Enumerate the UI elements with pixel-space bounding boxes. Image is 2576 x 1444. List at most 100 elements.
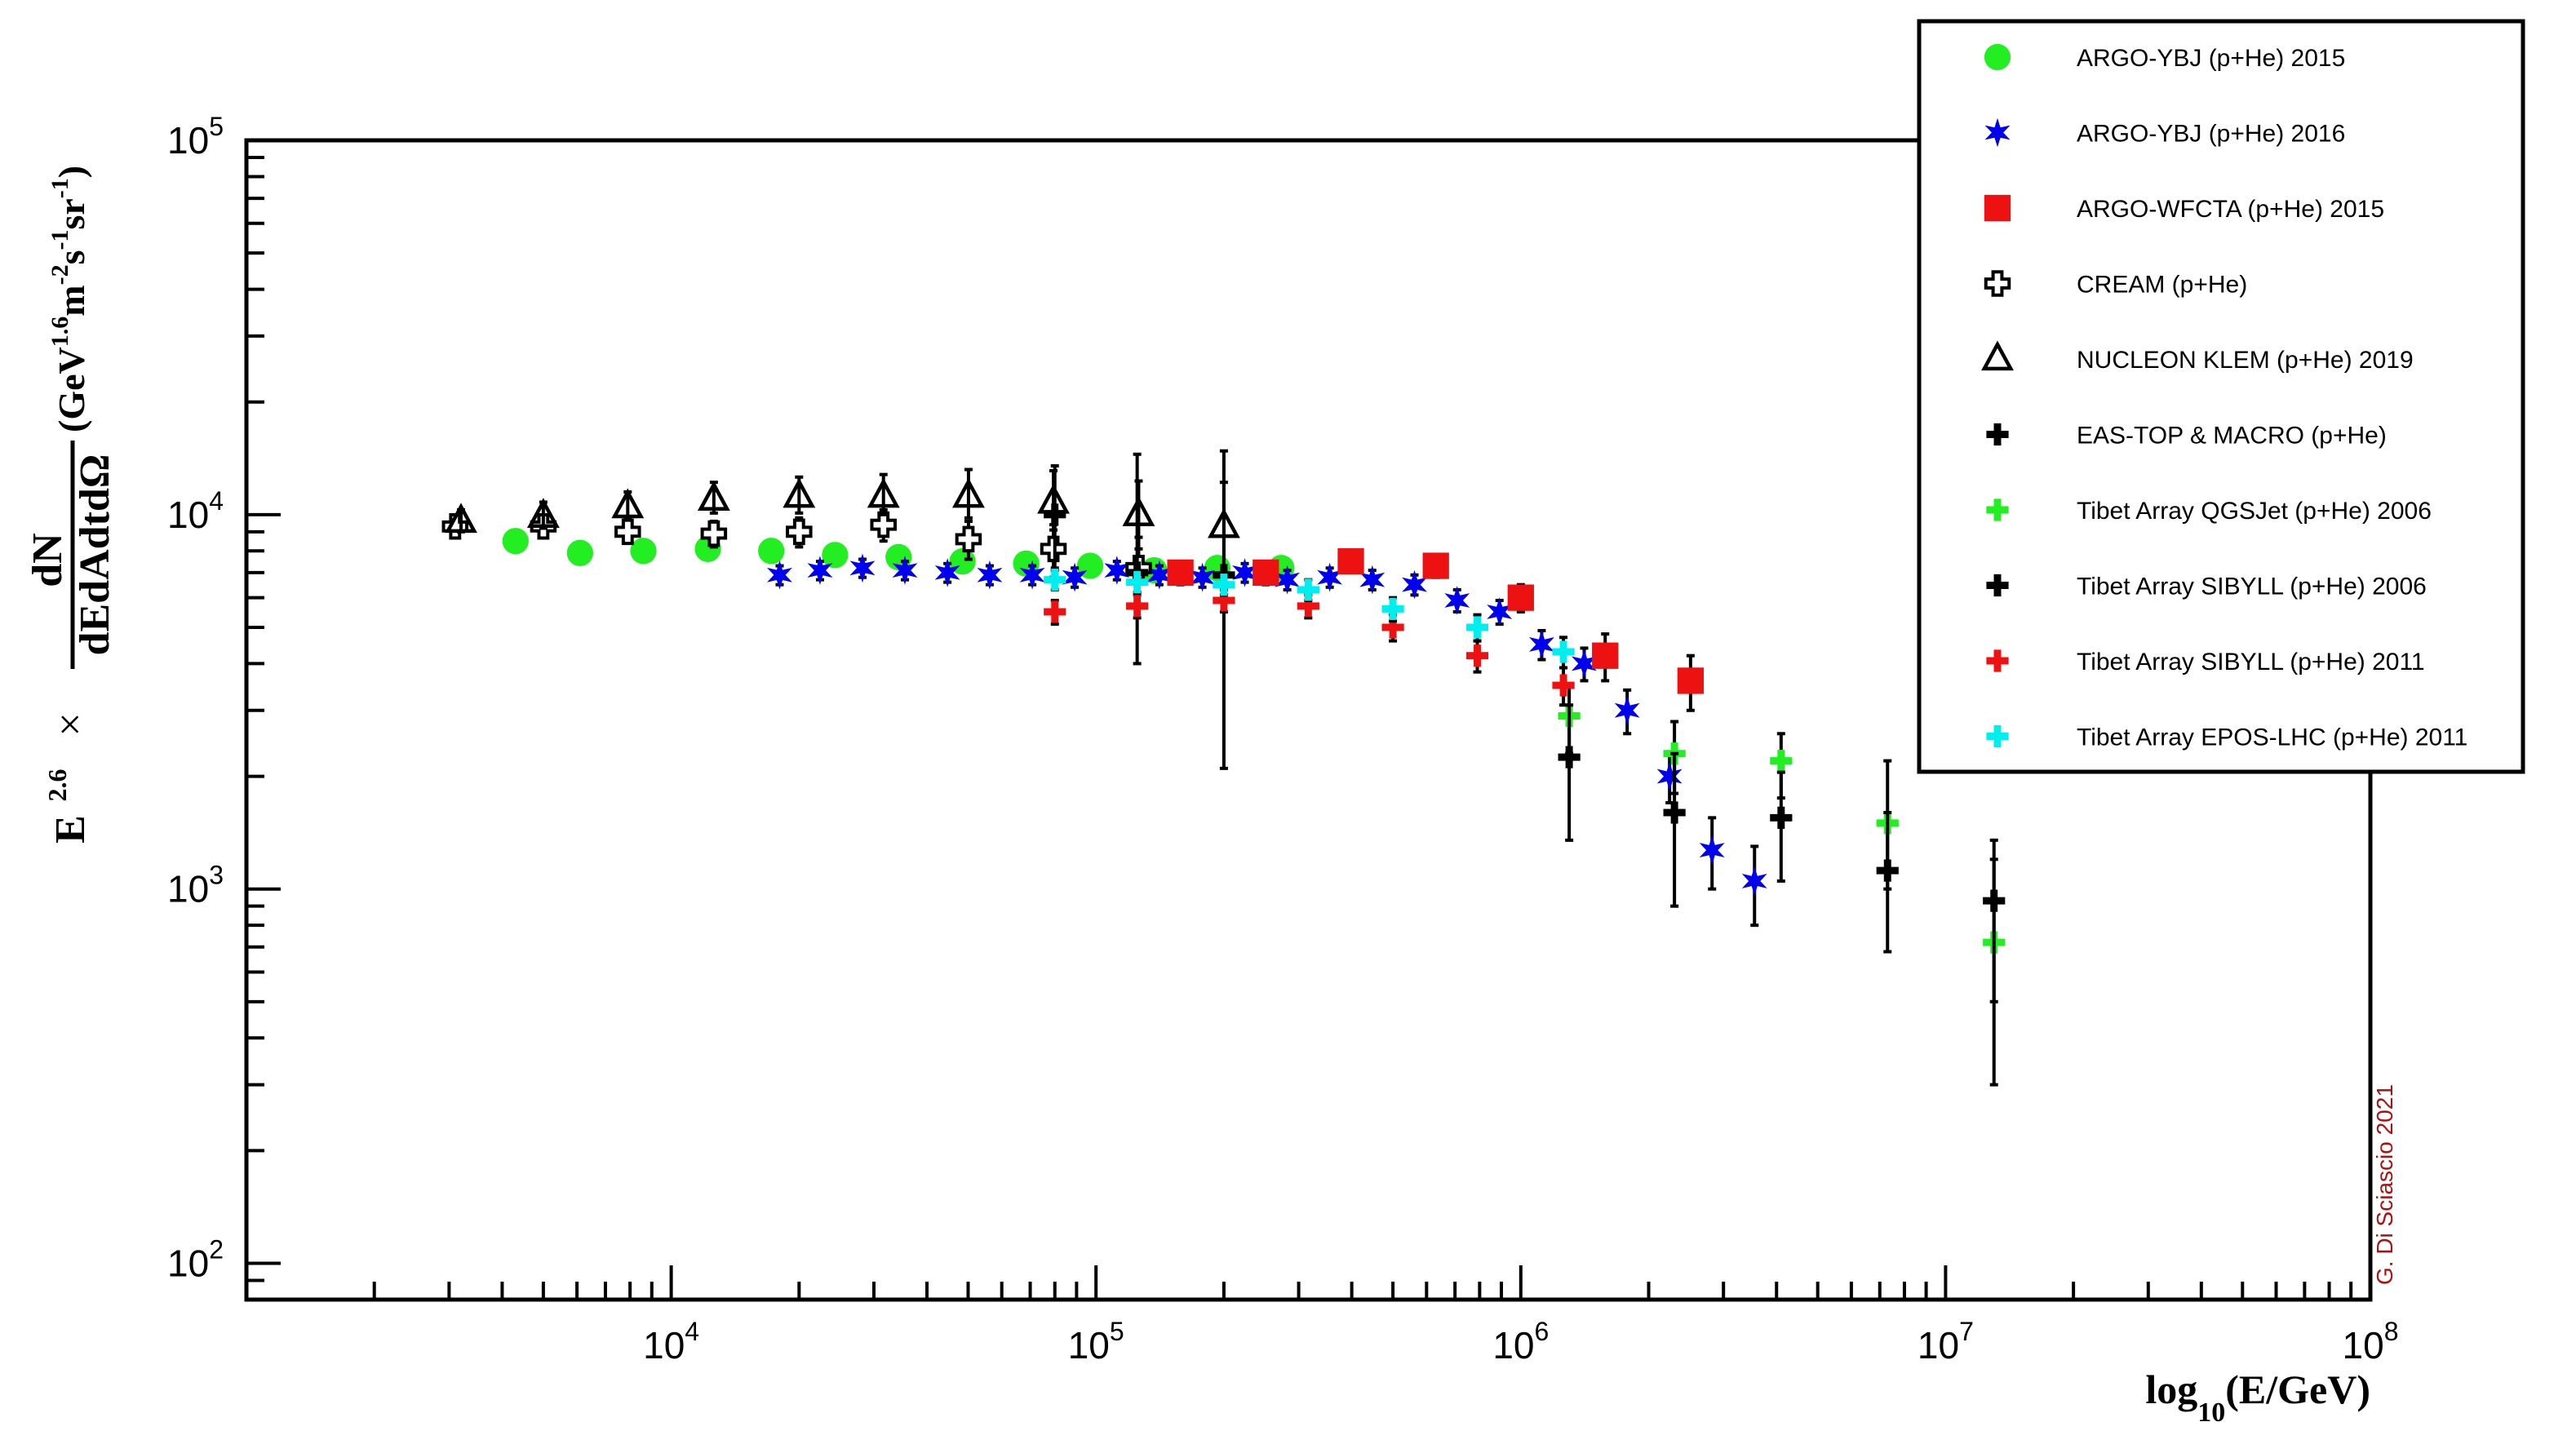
data-point-star bbox=[807, 556, 833, 585]
data-point-circle bbox=[1984, 43, 2011, 71]
data-point-cross-v bbox=[1993, 649, 2002, 672]
x-axis-title: log10(E/GeV) bbox=[2145, 1366, 2370, 1428]
data-point-star bbox=[977, 560, 1003, 590]
data-point-circle bbox=[502, 528, 529, 555]
data-point-open-cross bbox=[870, 511, 897, 538]
legend-entry: ARGO-YBJ (p+He) 2015 bbox=[1984, 43, 2345, 72]
data-point-cross bbox=[1986, 498, 2009, 521]
x-tick-label-exp: 8 bbox=[2384, 1317, 2399, 1346]
data-point-cross bbox=[1986, 423, 2009, 446]
data-point-open-triangle bbox=[1981, 340, 2014, 371]
legend-label: ARGO-WFCTA (p+He) 2015 bbox=[2077, 196, 2384, 223]
y-tick-label: 102 bbox=[167, 1235, 224, 1285]
data-point-cross-v bbox=[1993, 423, 2002, 446]
data-point-square bbox=[1984, 194, 2011, 222]
data-point-open-cross bbox=[786, 518, 813, 546]
data-point-star bbox=[1984, 117, 2011, 148]
data-point-cross bbox=[1986, 724, 2009, 748]
legend-entry: NUCLEON KLEM (p+He) 2019 bbox=[1981, 340, 2414, 374]
data-point-open-triangle bbox=[697, 481, 730, 512]
data-point-cross-v bbox=[1993, 724, 2002, 748]
legend-entry: Tibet Array SIBYLL (p+He) 2011 bbox=[1986, 649, 2425, 675]
svg-text:E 2.6 ×: E 2.6 × bbox=[29, 712, 94, 844]
series-4 bbox=[445, 467, 1240, 589]
y-tick-label-exp: 3 bbox=[209, 861, 224, 890]
y-tick-label-base: 10 bbox=[167, 119, 209, 162]
data-point-open-cross bbox=[700, 520, 728, 547]
data-point-cross-v bbox=[1133, 595, 1142, 618]
data-point-cross-v bbox=[1670, 801, 1678, 824]
data-point-cross-v bbox=[1777, 806, 1785, 829]
data-point-star bbox=[1741, 866, 1767, 896]
y-tick-label-base: 10 bbox=[167, 494, 209, 536]
y-title-frac-num: dN bbox=[24, 533, 71, 587]
legend-label: CREAM (p+He) bbox=[2077, 272, 2247, 299]
svg-text:dN dEdAdtdΩ: dN dEdAdtdΩ bbox=[24, 454, 118, 656]
data-point-cross-v bbox=[1389, 616, 1397, 639]
x-tick-label-exp: 7 bbox=[1959, 1317, 1974, 1346]
y-tick-label: 103 bbox=[167, 861, 224, 910]
data-point-cross-v bbox=[1051, 600, 1059, 623]
x-tick-label-base: 10 bbox=[1068, 1324, 1110, 1366]
data-point-star bbox=[1699, 835, 1725, 865]
data-point-cross-v bbox=[1220, 589, 1228, 612]
y-title-unit-open: (GeV bbox=[51, 347, 92, 432]
x-axis-title-rest: (E/GeV) bbox=[2225, 1366, 2370, 1412]
y-tick-label: 105 bbox=[167, 112, 224, 162]
data-point-cross bbox=[1126, 571, 1149, 594]
legend-label: ARGO-YBJ (p+He) 2015 bbox=[2077, 45, 2345, 72]
data-point-square bbox=[1677, 667, 1705, 694]
data-point-cross bbox=[1381, 597, 1404, 620]
data-point-cross bbox=[1126, 595, 1149, 618]
data-point-star bbox=[767, 560, 792, 590]
data-point-open-triangle bbox=[445, 503, 477, 534]
data-point-cross-v bbox=[1559, 674, 1567, 697]
y-title-unit-s: s bbox=[51, 250, 92, 265]
data-point-cross-v bbox=[1220, 574, 1228, 596]
data-point-circle bbox=[630, 538, 657, 565]
data-point-circle bbox=[758, 538, 785, 565]
legend-entry: CREAM (p+He) bbox=[1984, 270, 2247, 299]
data-point-star bbox=[1487, 597, 1513, 627]
series-1 bbox=[767, 553, 1767, 928]
series-7 bbox=[1558, 703, 2006, 1003]
data-point-cross bbox=[1044, 600, 1066, 623]
data-point-cross bbox=[1465, 644, 1489, 667]
legend-entry: EAS-TOP & MACRO (p+He) bbox=[1986, 423, 2387, 450]
legend-label: ARGO-YBJ (p+He) 2016 bbox=[2077, 121, 2345, 148]
x-tick-label-base: 10 bbox=[2343, 1324, 2384, 1366]
data-point-cross-v bbox=[1883, 859, 1891, 882]
series-2 bbox=[1167, 548, 1705, 712]
y-tick-label: 104 bbox=[167, 486, 224, 536]
data-point-square bbox=[1592, 642, 1619, 669]
legend-entry: ARGO-YBJ (p+He) 2016 bbox=[1984, 117, 2345, 148]
x-tick-label: 107 bbox=[1918, 1317, 1974, 1366]
legend-entry: ARGO-WFCTA (p+He) 2015 bbox=[1984, 194, 2384, 223]
data-point-cross-v bbox=[1993, 574, 2002, 597]
data-point-cross-v bbox=[1993, 498, 2002, 521]
data-point-open-cross bbox=[614, 518, 641, 546]
data-point-cross bbox=[1558, 746, 1581, 769]
data-point-open-cross bbox=[1984, 270, 2011, 297]
x-tick-label-exp: 6 bbox=[1534, 1317, 1549, 1346]
data-point-open-triangle bbox=[952, 477, 985, 508]
data-point-cross bbox=[1983, 889, 2006, 912]
data-point-cross bbox=[1770, 806, 1793, 829]
data-point-cross-v bbox=[1990, 889, 1998, 912]
data-point-cross bbox=[1663, 801, 1686, 824]
x-axis-title-sub: 10 bbox=[2197, 1397, 2225, 1428]
x-tick-label-exp: 5 bbox=[1110, 1317, 1124, 1346]
data-point-star bbox=[1529, 630, 1554, 659]
legend-label: NUCLEON KLEM (p+He) 2019 bbox=[2077, 347, 2414, 374]
data-point-cross bbox=[1770, 749, 1793, 773]
data-point-cross-v bbox=[1304, 578, 1312, 601]
data-point-cross-v bbox=[1133, 571, 1142, 594]
y-title-unit-close: ) bbox=[51, 166, 92, 178]
x-tick-label-exp: 4 bbox=[685, 1317, 699, 1346]
data-point-cross bbox=[1986, 649, 2009, 672]
data-point-circle bbox=[566, 539, 593, 566]
legend-label: Tibet Array QGSJet (p+He) 2006 bbox=[2077, 498, 2432, 525]
data-point-star bbox=[1656, 761, 1683, 791]
y-title-times: × bbox=[47, 712, 94, 736]
